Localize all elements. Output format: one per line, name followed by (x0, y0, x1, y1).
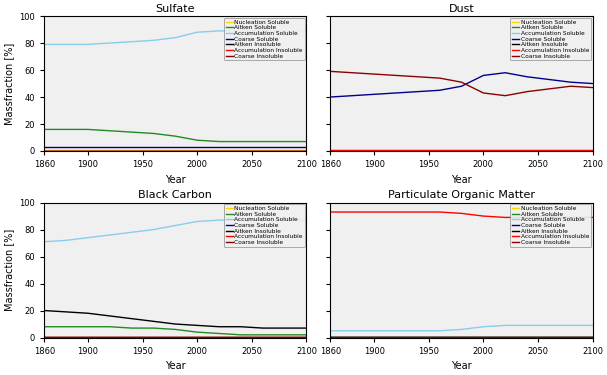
X-axis label: Year: Year (165, 175, 186, 184)
Title: Sulfate: Sulfate (155, 4, 195, 14)
Legend: Nucleation Soluble, Aitken Soluble, Accumulation Soluble, Coarse Soluble, Aitken: Nucleation Soluble, Aitken Soluble, Accu… (510, 18, 591, 60)
Y-axis label: Massfraction [%]: Massfraction [%] (4, 229, 14, 311)
Title: Dust: Dust (449, 4, 475, 14)
X-axis label: Year: Year (165, 361, 186, 371)
Title: Black Carbon: Black Carbon (138, 190, 212, 200)
Legend: Nucleation Soluble, Aitken Soluble, Accumulation Soluble, Coarse Soluble, Aitken: Nucleation Soluble, Aitken Soluble, Accu… (224, 204, 305, 247)
X-axis label: Year: Year (451, 175, 472, 184)
Y-axis label: Massfraction [%]: Massfraction [%] (4, 42, 14, 125)
X-axis label: Year: Year (451, 361, 472, 371)
Legend: Nucleation Soluble, Aitken Soluble, Accumulation Soluble, Coarse Soluble, Aitken: Nucleation Soluble, Aitken Soluble, Accu… (510, 204, 591, 247)
Legend: Nucleation Soluble, Aitken Soluble, Accumulation Soluble, Coarse Soluble, Aitken: Nucleation Soluble, Aitken Soluble, Accu… (224, 18, 305, 60)
Title: Particulate Organic Matter: Particulate Organic Matter (388, 190, 535, 200)
